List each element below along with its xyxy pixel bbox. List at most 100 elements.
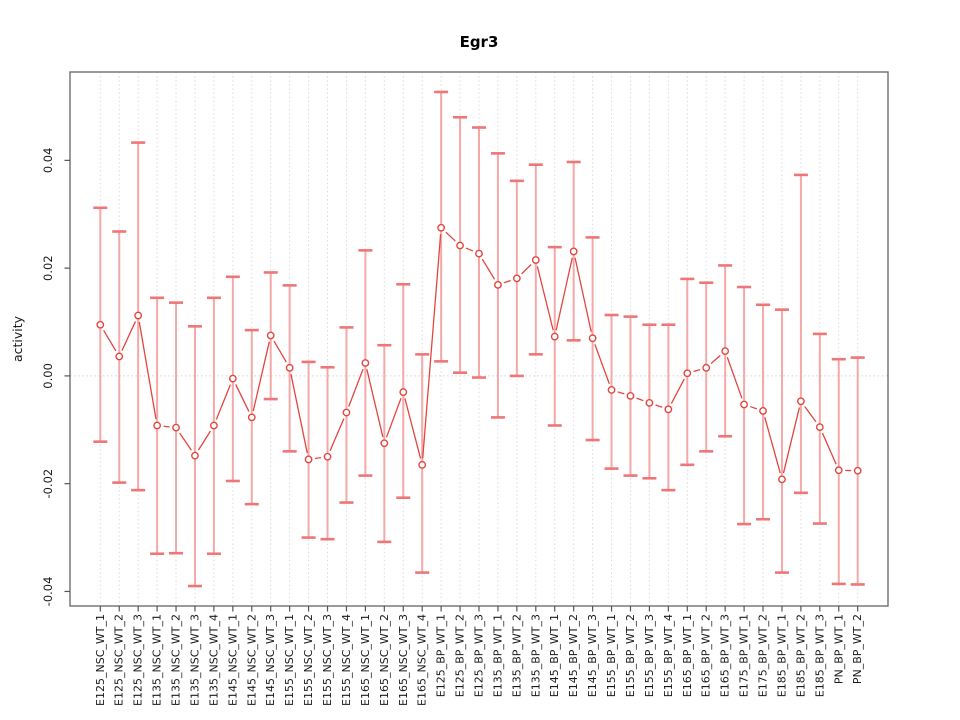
data-point xyxy=(210,421,218,430)
category-label: E135_NSC_WT_2 xyxy=(170,614,183,706)
category-label: E145_BP_WT_1 xyxy=(548,614,561,697)
data-point xyxy=(380,439,389,448)
category-label: E175_BP_WT_2 xyxy=(757,614,770,697)
category-label: E125_NSC_WT_1 xyxy=(94,614,107,706)
series-segment xyxy=(329,418,345,452)
data-point xyxy=(683,369,692,378)
y-tick-label: -0.04 xyxy=(41,577,55,607)
series-segment xyxy=(290,374,308,454)
data-point xyxy=(853,466,862,475)
series-segment xyxy=(252,341,270,412)
category-label: E145_BP_WT_3 xyxy=(586,614,599,697)
data-point xyxy=(531,256,540,264)
series-segment xyxy=(138,321,157,420)
data-point xyxy=(228,374,237,383)
series-segment xyxy=(594,344,610,385)
category-label: E165_BP_WT_2 xyxy=(700,614,713,697)
data-point xyxy=(247,413,256,422)
series-segment xyxy=(574,257,592,332)
series-segment xyxy=(536,266,554,331)
series-segment xyxy=(555,257,573,331)
series-segment xyxy=(465,247,474,252)
data-point xyxy=(266,331,275,340)
series-segment xyxy=(693,368,701,373)
data-point xyxy=(172,423,180,432)
series-segment xyxy=(366,369,384,438)
data-point xyxy=(796,397,805,406)
data-point xyxy=(740,400,748,409)
data-point xyxy=(664,405,673,414)
data-point xyxy=(115,352,124,361)
series-segment xyxy=(726,357,743,399)
data-point xyxy=(285,363,294,372)
category-label: E155_NSC_WT_3 xyxy=(321,614,334,706)
data-point xyxy=(475,249,483,258)
series-segment xyxy=(750,405,758,410)
data-point xyxy=(399,388,408,396)
category-label: E145_NSC_WT_1 xyxy=(226,614,239,706)
data-point xyxy=(342,408,351,417)
chart-title: Egr3 xyxy=(460,33,499,51)
category-label: E125_NSC_WT_3 xyxy=(132,614,145,706)
category-label: E165_NSC_WT_4 xyxy=(416,614,429,706)
series-segment xyxy=(422,234,442,459)
data-point xyxy=(778,475,786,484)
series-line-segments xyxy=(103,231,852,474)
data-point xyxy=(569,247,578,256)
series-segment xyxy=(385,397,402,438)
y-axis-label: activity xyxy=(10,315,25,362)
category-label: E125_BP_WT_3 xyxy=(473,614,486,697)
series-segment xyxy=(710,354,721,365)
data-point xyxy=(323,452,332,461)
category-label: E155_BP_WT_4 xyxy=(662,614,675,697)
data-point xyxy=(361,359,370,367)
data-point xyxy=(815,423,824,432)
category-label: E135_NSC_WT_3 xyxy=(188,614,201,706)
y-tick-label: -0.02 xyxy=(41,469,55,499)
category-label: E125_BP_WT_2 xyxy=(454,614,467,697)
data-point-markers xyxy=(96,223,862,484)
series-segment xyxy=(197,430,212,451)
data-point xyxy=(702,363,711,372)
category-label: E155_BP_WT_2 xyxy=(624,614,637,697)
data-point xyxy=(96,320,105,329)
data-point xyxy=(588,334,597,343)
series-segment xyxy=(163,425,170,428)
data-point xyxy=(645,398,654,407)
category-label: E155_BP_WT_1 xyxy=(605,614,618,697)
series-segment xyxy=(670,378,685,404)
category-label: E145_NSC_WT_3 xyxy=(264,614,277,706)
series-segment xyxy=(445,231,456,242)
data-point xyxy=(418,460,427,469)
category-label: E165_NSC_WT_3 xyxy=(397,614,410,706)
series-segment xyxy=(215,384,232,420)
error-bar xyxy=(793,173,808,495)
category-label: E125_NSC_WT_2 xyxy=(113,614,126,706)
y-tick-label: 0.02 xyxy=(41,255,55,281)
axes-and-ticks: 0.04 0.02 0.00 -0.02 -0.04 E125_NSC_WT_1 E125_… xyxy=(41,71,889,706)
data-point xyxy=(134,311,143,320)
series-segment xyxy=(782,407,800,474)
category-label: E145_NSC_WT_2 xyxy=(245,614,258,706)
data-point xyxy=(437,223,446,232)
series-segment xyxy=(103,329,117,352)
data-point xyxy=(512,274,521,283)
series-segment xyxy=(804,406,817,423)
series-segment xyxy=(404,398,422,459)
category-label: E185_BP_WT_2 xyxy=(794,614,807,697)
series-segment xyxy=(481,258,496,280)
category-label: E165_BP_WT_3 xyxy=(719,614,732,697)
series-segment xyxy=(314,457,322,460)
data-point xyxy=(153,421,162,430)
category-label: E135_BP_WT_1 xyxy=(491,614,504,697)
series-segment xyxy=(503,279,511,284)
category-label: E165_NSC_WT_1 xyxy=(359,614,372,706)
category-label: E135_BP_WT_3 xyxy=(529,614,542,697)
category-label: E165_BP_WT_1 xyxy=(681,614,694,697)
data-point xyxy=(834,466,843,475)
error-bar xyxy=(774,308,789,574)
y-tick-label: 0.04 xyxy=(41,148,55,174)
data-point xyxy=(626,391,635,400)
